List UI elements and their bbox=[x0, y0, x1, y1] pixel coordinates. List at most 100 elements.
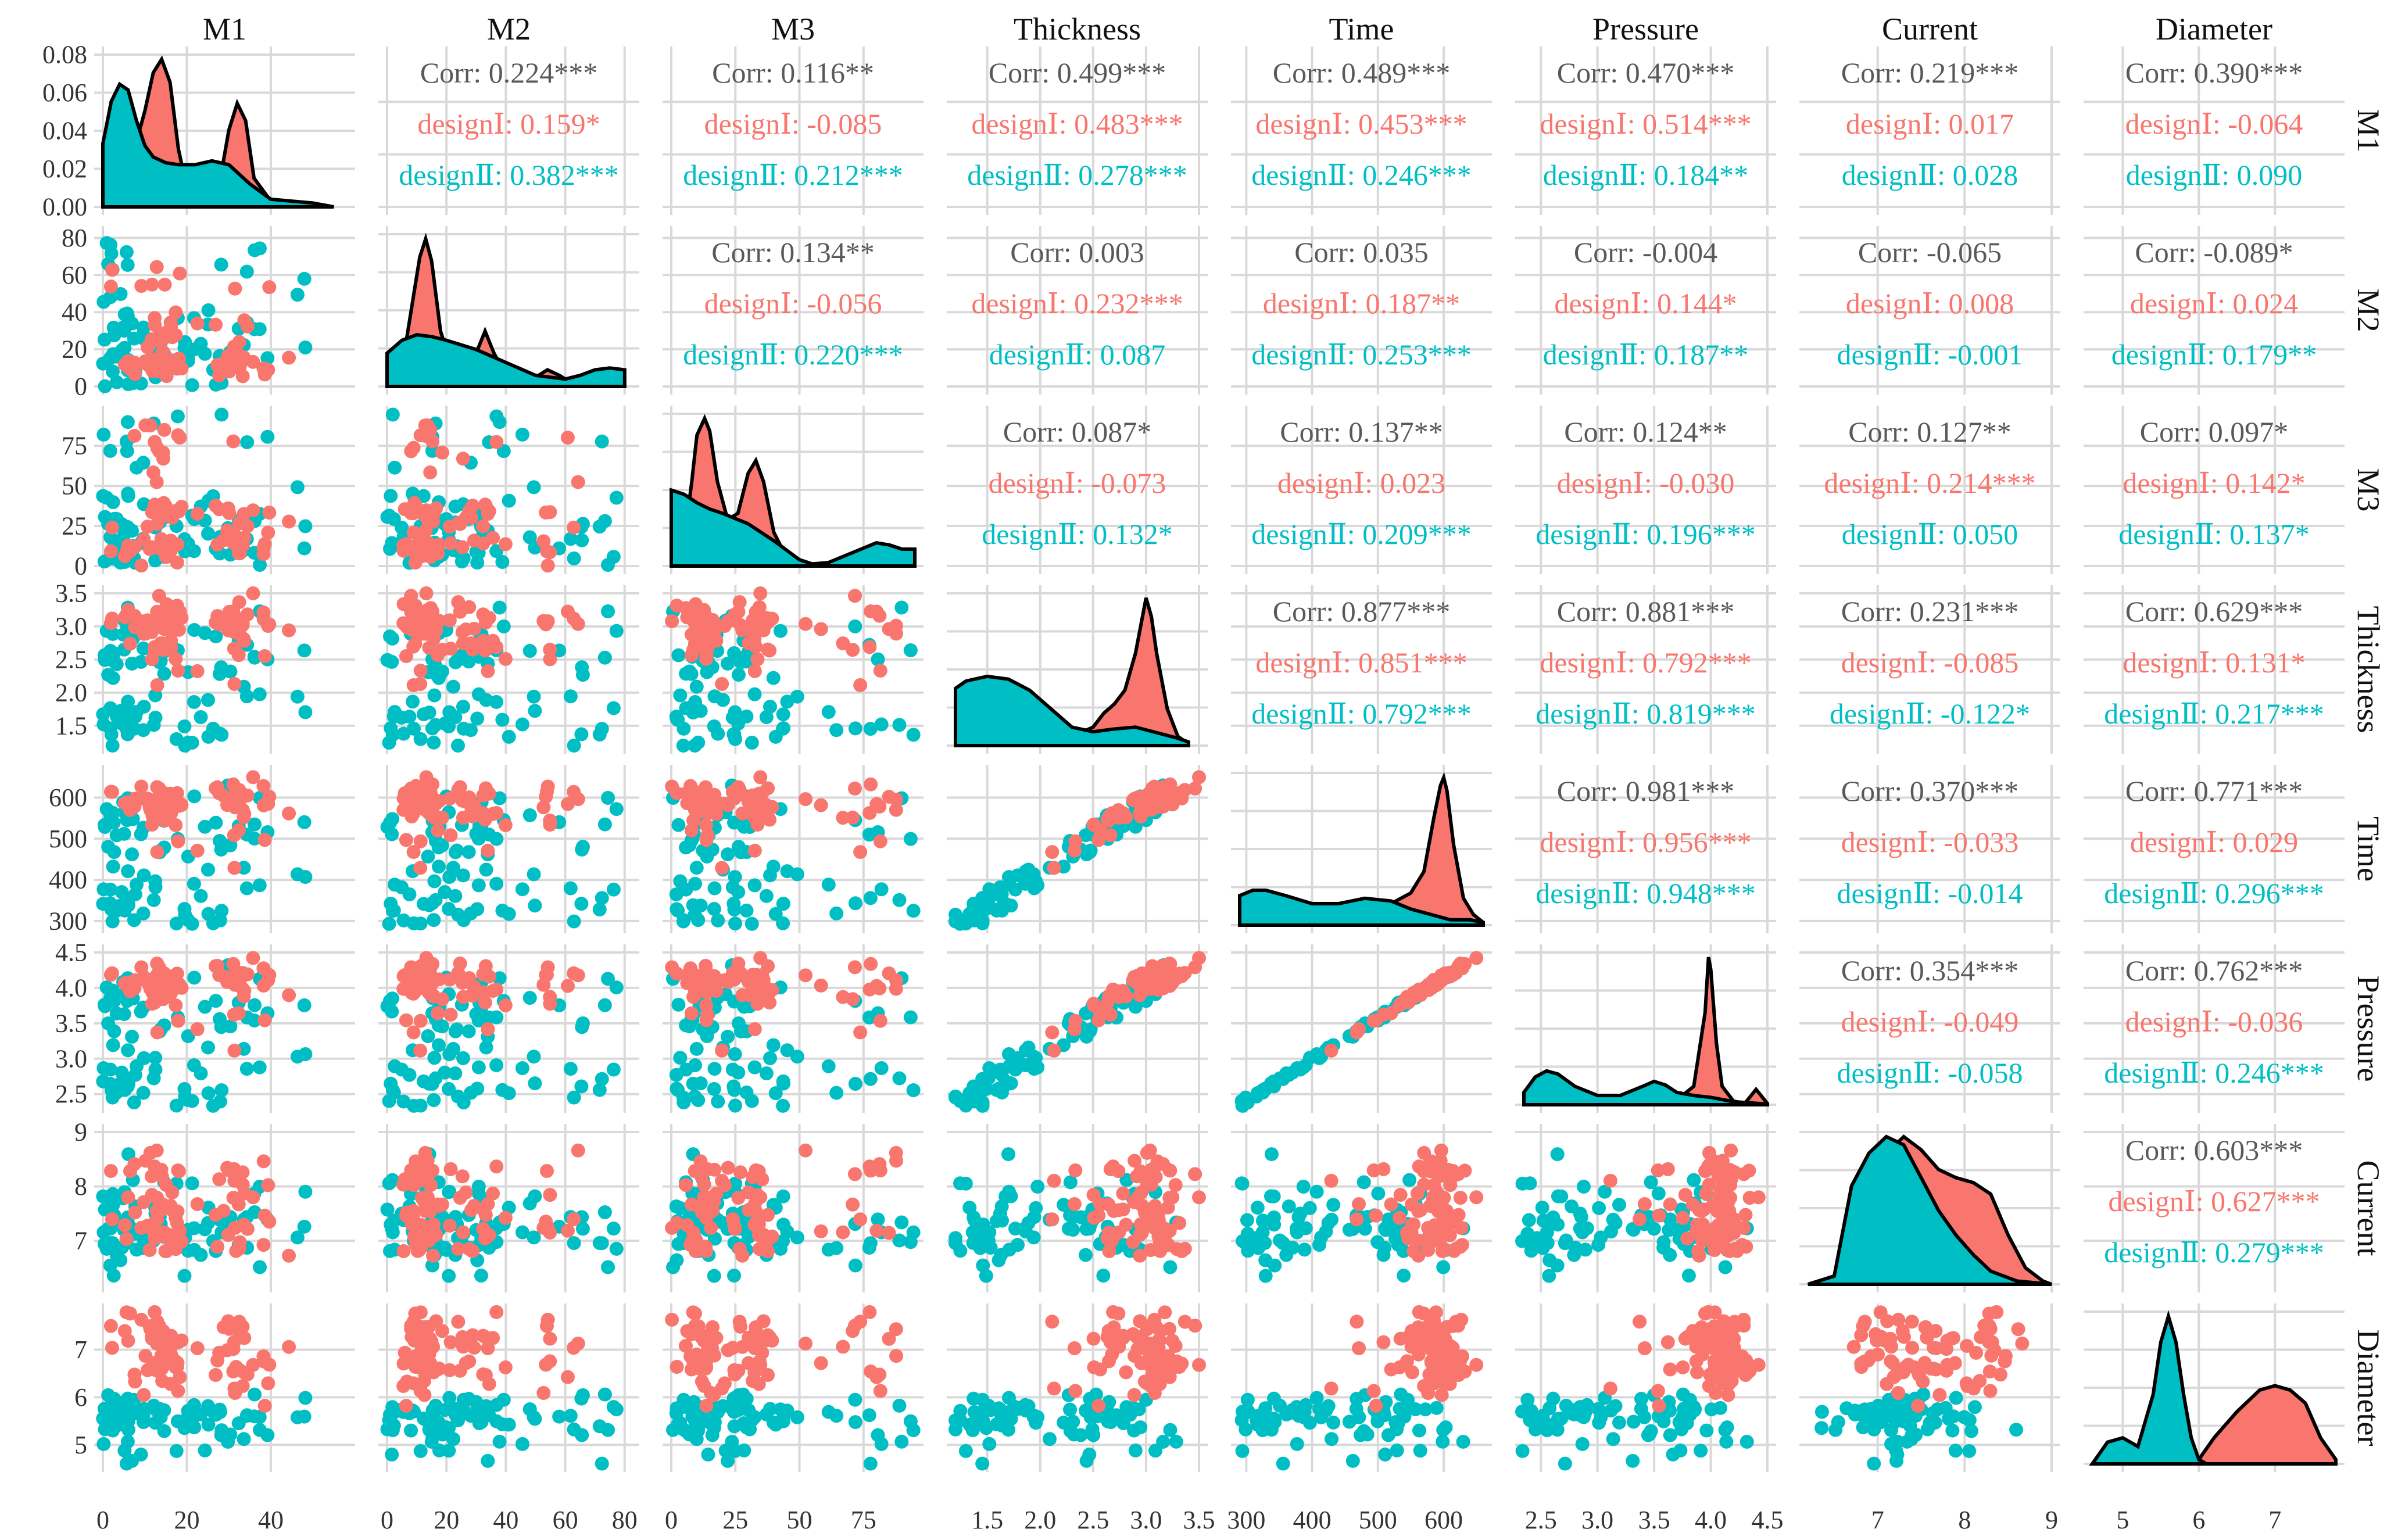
scatter-point bbox=[1469, 951, 1484, 965]
scatter-point bbox=[1241, 1244, 1255, 1258]
scatter-point bbox=[435, 1427, 449, 1442]
scatter-point bbox=[1603, 1173, 1617, 1188]
scatter-point bbox=[601, 791, 615, 805]
scatter-point bbox=[1352, 1022, 1366, 1037]
scatter-point bbox=[216, 533, 231, 547]
scatter-point bbox=[742, 1330, 756, 1345]
scatter-point bbox=[235, 803, 250, 817]
scatter-point bbox=[149, 260, 164, 274]
scatter-point bbox=[1694, 1444, 1708, 1458]
scatter-point bbox=[443, 1335, 458, 1349]
scatter-point bbox=[1128, 1000, 1143, 1014]
scatter-point bbox=[1430, 1356, 1444, 1370]
scatter-point bbox=[121, 694, 135, 709]
scatter-point bbox=[256, 779, 271, 793]
scatter-point bbox=[443, 1162, 458, 1176]
scatter-point bbox=[1045, 1025, 1060, 1040]
scatter-point bbox=[522, 644, 537, 658]
scatter-point bbox=[848, 896, 862, 911]
scatter-point bbox=[1264, 1189, 1278, 1204]
scatter-point bbox=[1911, 1399, 1925, 1413]
scatter-point bbox=[1859, 1408, 1874, 1423]
scatter-point bbox=[1692, 1248, 1706, 1263]
scatter-point bbox=[408, 1306, 423, 1321]
scatter-point bbox=[455, 625, 470, 639]
scatter-point bbox=[1251, 1086, 1266, 1100]
scatter-point bbox=[1324, 1173, 1338, 1188]
scatter-point bbox=[560, 431, 575, 445]
scatter-point bbox=[864, 777, 878, 792]
scatter-point bbox=[671, 818, 686, 832]
scatter-point bbox=[214, 1020, 228, 1034]
scatter-point bbox=[574, 1079, 589, 1094]
scatter-point bbox=[98, 820, 112, 835]
scatter-point bbox=[889, 1154, 904, 1168]
scatter-point bbox=[380, 1422, 395, 1437]
scatter-point bbox=[123, 803, 137, 817]
scatter-point bbox=[595, 1236, 609, 1251]
scatter-point bbox=[1651, 1384, 1665, 1398]
scatter-point bbox=[134, 654, 148, 669]
scatter-point bbox=[201, 1040, 215, 1055]
scatter-point bbox=[431, 1038, 446, 1052]
scatter-point bbox=[684, 1235, 699, 1249]
scatter-point bbox=[693, 1076, 708, 1091]
scatter-point bbox=[153, 510, 168, 525]
scatter-point bbox=[159, 1178, 173, 1192]
scatter-point bbox=[975, 891, 990, 905]
scatter-point bbox=[1235, 1444, 1250, 1458]
scatter-point bbox=[119, 891, 134, 905]
scatter-point bbox=[1087, 1360, 1101, 1374]
scatter-point bbox=[751, 1217, 766, 1231]
scatter-point bbox=[145, 625, 159, 639]
scatter-point bbox=[705, 1428, 720, 1442]
scatter-point bbox=[1454, 1220, 1469, 1235]
scatter-point bbox=[261, 1178, 275, 1192]
scatter-point bbox=[1158, 1305, 1172, 1320]
scatter-point bbox=[171, 428, 185, 443]
scatter-point bbox=[1663, 1428, 1677, 1442]
scatter-point bbox=[171, 834, 185, 848]
scatter-point bbox=[694, 976, 708, 990]
scatter-point bbox=[700, 828, 715, 843]
scatter-point bbox=[185, 378, 199, 392]
scatter-point bbox=[237, 507, 251, 521]
scatter-point bbox=[385, 1400, 400, 1414]
scatter-point bbox=[1109, 1408, 1124, 1423]
scatter-point bbox=[515, 882, 529, 897]
scatter-point bbox=[780, 864, 794, 879]
scatter-point bbox=[411, 1235, 426, 1249]
scatter-point bbox=[424, 1178, 438, 1192]
scatter-point bbox=[575, 533, 589, 547]
scatter-point bbox=[99, 802, 114, 816]
scatter-point bbox=[137, 868, 151, 883]
scatter-point bbox=[1008, 1062, 1023, 1077]
scatter-point bbox=[413, 834, 428, 848]
scatter-point bbox=[1520, 1392, 1535, 1407]
scatter-point bbox=[216, 1204, 231, 1218]
scatter-point bbox=[958, 1176, 973, 1191]
scatter-point bbox=[455, 540, 470, 554]
scatter-point bbox=[386, 709, 401, 724]
scatter-point bbox=[745, 916, 759, 931]
scatter-point bbox=[123, 544, 137, 558]
scatter-point bbox=[848, 721, 862, 736]
scatter-point bbox=[145, 540, 159, 554]
scatter-point bbox=[406, 440, 421, 455]
scatter-point bbox=[170, 1414, 185, 1428]
scatter-point bbox=[399, 649, 413, 664]
scatter-point bbox=[1047, 861, 1061, 875]
scatter-point bbox=[1390, 1443, 1404, 1457]
scatter-point bbox=[536, 1386, 551, 1401]
scatter-point bbox=[121, 1414, 135, 1428]
scatter-point bbox=[1435, 1219, 1449, 1233]
scatter-point bbox=[125, 1029, 139, 1044]
scatter-point bbox=[235, 369, 250, 384]
scatter-point bbox=[297, 1219, 312, 1234]
scatter-point bbox=[150, 1025, 164, 1040]
scatter-point bbox=[120, 415, 135, 429]
scatter-point bbox=[214, 407, 229, 422]
scatter-point bbox=[232, 1235, 247, 1249]
scatter-point bbox=[1443, 1228, 1457, 1242]
scatter-point bbox=[1962, 1444, 1977, 1458]
